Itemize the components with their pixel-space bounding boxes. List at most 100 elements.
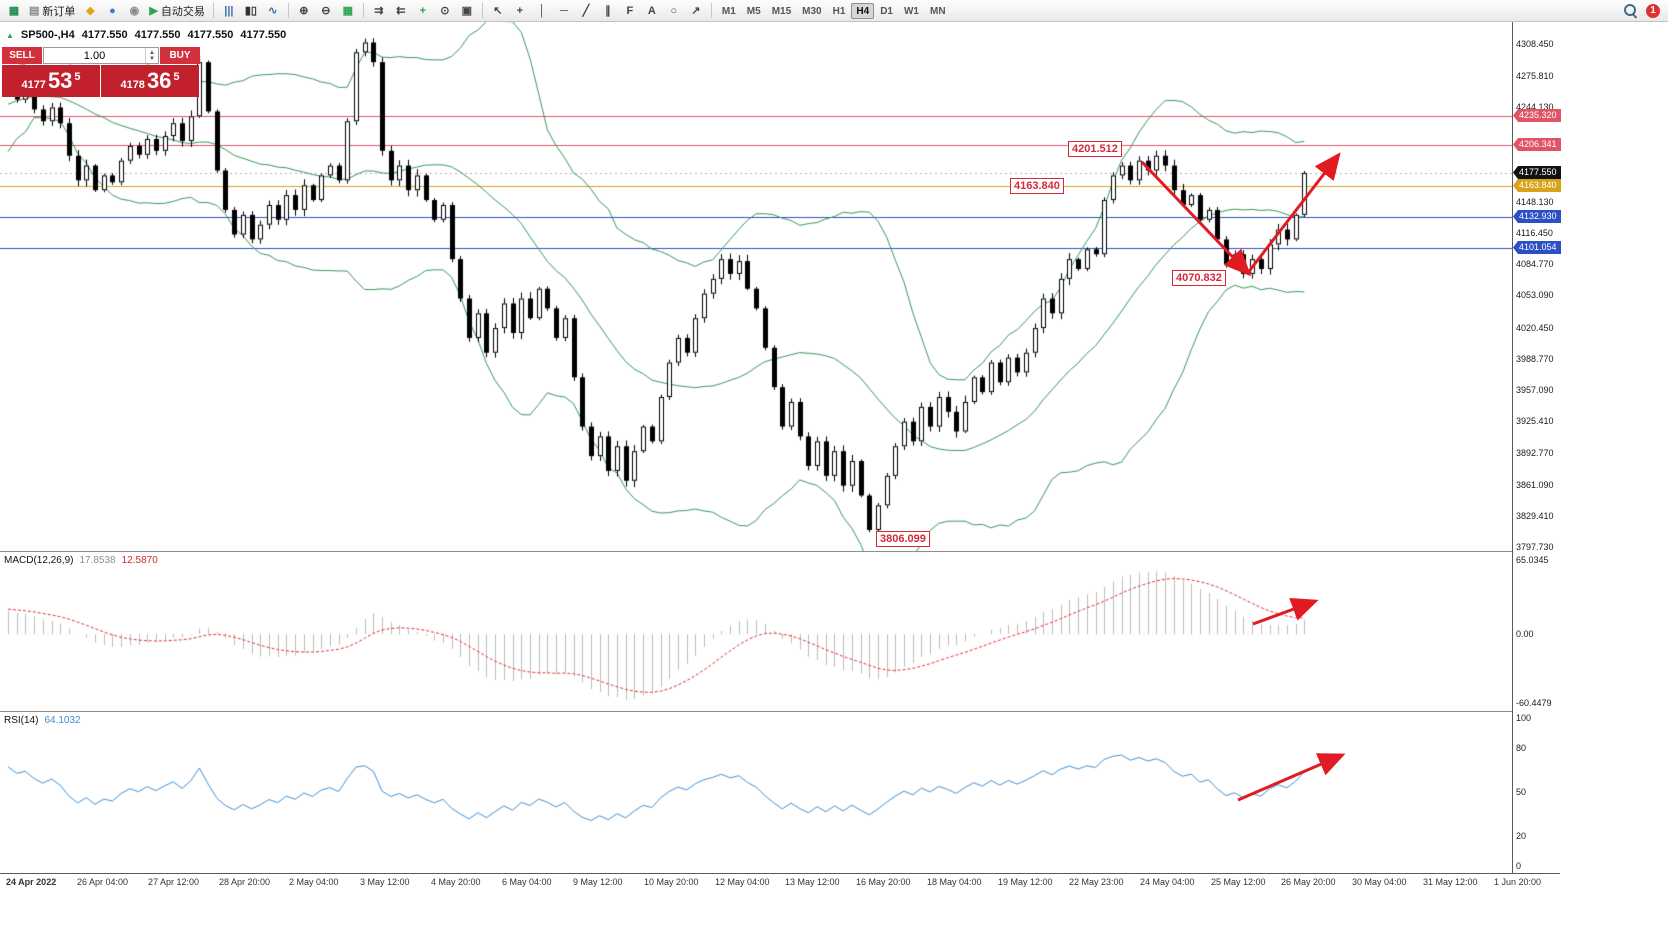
timeframe-M30[interactable]: M30 (802, 5, 822, 17)
line-chart-icon-glyph: ∿ (268, 5, 278, 17)
macd-label: MACD(12,26,9) 17.8538 12.5870 (4, 555, 158, 566)
signals-icon-glyph: ◉ (129, 5, 140, 17)
price-annotation-box[interactable]: 4201.512 (1068, 141, 1122, 157)
timeframe-D1[interactable]: D1 (880, 5, 893, 17)
volume-input[interactable] (44, 48, 145, 63)
rsi-label: RSI(14) 64.1032 (4, 715, 81, 726)
axis-price-label: 4148.130 (1516, 197, 1554, 207)
axis-price-label: 0.00 (1516, 629, 1534, 639)
time-axis-label: 9 May 12:00 (573, 877, 623, 887)
trendline-icon[interactable]: ╱ (576, 2, 596, 20)
toolbar-separator (212, 3, 214, 18)
timeframe-M1[interactable]: M1 (721, 5, 736, 17)
timeframe-M5[interactable]: M5 (746, 5, 761, 17)
symbol-trend-icon: ▲ (6, 30, 14, 40)
axis-price-label: 0 (1516, 861, 1522, 871)
text-label-icon-glyph: A (647, 4, 656, 17)
cursor-icon-glyph: ↖ (493, 5, 503, 17)
line-chart-icon[interactable]: ∿ (263, 2, 283, 20)
ohlc-high: 4177.550 (134, 29, 181, 41)
indicators-icon[interactable]: + (413, 2, 433, 20)
price-level-tag: 4163.840 (1513, 179, 1561, 192)
notification-badge[interactable]: 1 (1646, 3, 1660, 18)
arrows-icon[interactable]: ↗ (686, 2, 706, 20)
macd-indicator-canvas[interactable] (0, 552, 1512, 710)
price-annotation-box[interactable]: 4163.840 (1010, 178, 1064, 194)
price-annotation-box[interactable]: 3806.099 (876, 531, 930, 547)
horizontal-line-icon[interactable]: ─ (554, 2, 574, 20)
chart-shift-icon[interactable]: ⇇ (391, 2, 411, 20)
time-axis[interactable]: 24 Apr 2022 26 Apr 04:00 27 Apr 12:00 28 Ap… (0, 873, 1560, 890)
chart-ohlc-header: ▲ SP500-,H4 4177.550 4177.550 4177.550 4… (6, 29, 286, 41)
timeframe-H4[interactable]: H4 (851, 2, 875, 19)
periods-icon[interactable]: ⊙ (435, 2, 455, 20)
one-click-trading-panel: SELL ▲ ▼ BUY 4177 53 5 4178 36 5 (2, 47, 200, 97)
sell-price-button[interactable]: 4177 53 5 (2, 65, 100, 97)
axis-price-label: 3957.090 (1516, 385, 1554, 395)
cursor-icon[interactable]: ↖ (488, 2, 508, 20)
algo-trading-button[interactable]: ▶ 自动交易 (146, 2, 207, 20)
macd-signal-value: 12.5870 (121, 555, 158, 566)
fibonacci-icon[interactable]: F (620, 2, 640, 20)
app-icon-glyph: ▦ (8, 5, 20, 17)
algo-trading-button-glyph: ▶ (149, 5, 158, 17)
sell-button[interactable]: SELL (2, 47, 42, 64)
panel-divider[interactable] (0, 551, 1560, 552)
auto-scroll-icon[interactable]: ⇉ (369, 2, 389, 20)
time-axis-label: 26 Apr 04:00 (77, 877, 129, 887)
candlestick-chart-icon[interactable]: ▮▯ (241, 2, 261, 20)
rsi-indicator-canvas[interactable] (0, 712, 1512, 873)
axis-price-label: 3988.770 (1516, 354, 1554, 364)
bar-chart-icon-glyph: ||| (224, 4, 234, 17)
profile-icon[interactable]: ● (102, 2, 122, 20)
app-icon[interactable]: ▦ (4, 2, 24, 20)
volume-down-button[interactable]: ▼ (149, 55, 155, 62)
shapes-icon[interactable]: ○ (664, 2, 684, 20)
text-label-icon[interactable]: A (642, 2, 662, 20)
trendline-icon-glyph: ╱ (582, 5, 590, 17)
chart-window: ▲ SP500-,H4 4177.550 4177.550 4177.550 4… (0, 22, 1561, 890)
panel-divider[interactable] (0, 711, 1560, 712)
buy-price-button[interactable]: 4178 36 5 (101, 65, 199, 97)
price-axis[interactable]: 4308.450 4275.810 4244.130 4148.130 4116.450… (1512, 22, 1561, 873)
tile-windows-icon[interactable]: ▦ (338, 2, 358, 20)
time-axis-label: 12 May 04:00 (715, 877, 770, 887)
bar-chart-icon[interactable]: ||| (219, 2, 239, 20)
signals-icon[interactable]: ◉ (124, 2, 144, 20)
new-order-button[interactable]: ▤ 新订单 (26, 2, 78, 20)
volume-up-button[interactable]: ▲ (149, 49, 155, 56)
zoom-out-icon[interactable]: ⊖ (316, 2, 336, 20)
time-axis-label: 2 May 04:00 (289, 877, 339, 887)
horizontal-line-icon-glyph: ─ (559, 4, 568, 17)
zoom-in-icon[interactable]: ⊕ (294, 2, 314, 20)
time-axis-label: 16 May 20:00 (856, 877, 911, 887)
search-icon[interactable] (1623, 3, 1638, 18)
timeframe-M15[interactable]: M15 (771, 5, 792, 17)
toolbar-separator (287, 3, 289, 18)
timeframe-H1[interactable]: H1 (832, 5, 846, 17)
templates-icon[interactable]: ▣ (457, 2, 477, 20)
price-level-tag: 4177.550 (1513, 166, 1561, 179)
axis-price-label: 50 (1516, 787, 1527, 797)
time-axis-label: 18 May 04:00 (927, 877, 982, 887)
time-axis-label: 4 May 20:00 (431, 877, 481, 887)
vertical-line-icon[interactable]: │ (532, 2, 552, 20)
timeframe-W1[interactable]: W1 (903, 5, 919, 17)
buy-button[interactable]: BUY (160, 47, 200, 64)
channel-icon[interactable]: ∥ (598, 2, 618, 20)
time-axis-label: 27 Apr 12:00 (148, 877, 200, 887)
timeframe-MN[interactable]: MN (929, 5, 946, 17)
axis-price-label: 100 (1516, 713, 1532, 723)
main-chart-canvas[interactable] (0, 22, 1512, 551)
channel-icon-glyph: ∥ (605, 5, 611, 17)
market-watch-icon[interactable]: ◆ (80, 2, 100, 20)
time-axis-label: 6 May 04:00 (502, 877, 552, 887)
ohlc-low: 4177.550 (187, 29, 234, 41)
buy-price-sup: 5 (173, 71, 180, 83)
price-annotation-box[interactable]: 4070.832 (1172, 270, 1226, 286)
toolbar-separator (710, 3, 712, 18)
new-order-button-label: 新订单 (42, 5, 76, 18)
price-level-tag: 4101.054 (1513, 241, 1561, 254)
axis-price-label: 4084.770 (1516, 259, 1554, 269)
crosshair-icon[interactable]: + (510, 2, 530, 20)
